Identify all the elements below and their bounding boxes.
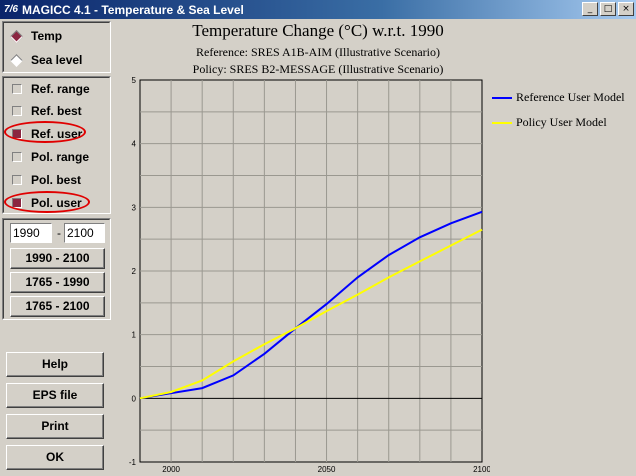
view-mode-group: Temp Sea level (2, 21, 111, 73)
checkbox-icon (12, 152, 22, 162)
y-tick-label: 1 (132, 331, 137, 340)
radio-sea-level-label: Sea level (31, 53, 83, 67)
radio-selected-icon (10, 29, 23, 43)
checkbox-icon (12, 175, 22, 185)
toggle-ref-range-label: Ref. range (31, 82, 90, 96)
toggle-ref-best-label: Ref. best (31, 104, 82, 118)
y-tick-label: 3 (132, 203, 137, 212)
chart-title: Temperature Change (°C) w.r.t. 1990 (192, 21, 444, 40)
toggle-ref-user[interactable]: Ref. user (12, 127, 82, 141)
checkbox-icon (12, 84, 22, 94)
radio-temp-label: Temp (31, 29, 63, 43)
toggle-ref-user-label: Ref. user (31, 127, 83, 141)
legend-reference: Reference User Model (492, 90, 625, 105)
y-tick-label: -1 (129, 458, 137, 467)
toggle-pol-user[interactable]: Pol. user (12, 196, 82, 210)
chart-subtitle-reference: Reference: SRES A1B-AIM (Illustrative Sc… (196, 45, 440, 59)
radio-unselected-icon (10, 53, 23, 67)
close-button[interactable]: × (618, 2, 634, 16)
temperature-chart: -1 0 1 2 3 4 5 2000 2050 2100 (129, 76, 490, 474)
reference-user-model-line (139, 210, 483, 400)
y-tick-label: 4 (132, 140, 137, 149)
ok-button[interactable]: OK (6, 445, 104, 470)
range-1765-2100-button[interactable]: 1765 - 2100 (10, 296, 105, 317)
checkbox-icon (12, 106, 22, 116)
end-year-input[interactable] (64, 223, 105, 243)
legend-reference-swatch (492, 96, 512, 99)
year-range-group: - 1990 - 2100 1765 - 1990 1765 - 2100 (2, 218, 111, 320)
legend-reference-label: Reference User Model (516, 90, 625, 104)
checkbox-checked-icon (12, 198, 22, 208)
app-icon: 7/6 (4, 4, 18, 15)
series-toggle-group: Ref. range Ref. best Ref. user Pol. rang… (2, 76, 111, 214)
legend-policy: Policy User Model (492, 115, 607, 130)
toggle-pol-user-label: Pol. user (31, 196, 82, 210)
toggle-pol-range[interactable]: Pol. range (12, 150, 89, 164)
chart-subtitle-policy: Policy: SRES B2-MESSAGE (Illustrative Sc… (192, 62, 444, 76)
toggle-pol-range-label: Pol. range (31, 150, 90, 164)
x-tick-label: 2050 (318, 465, 336, 474)
year-range-separator: - (57, 226, 61, 240)
legend-policy-label: Policy User Model (516, 115, 607, 129)
start-year-input[interactable] (10, 223, 52, 243)
maximize-button[interactable]: □ (600, 2, 616, 16)
radio-temp[interactable]: Temp (10, 29, 63, 43)
toggle-pol-best-label: Pol. best (31, 173, 82, 187)
title-bar: 7/6 MAGICC 4.1 - Temperature & Sea Level… (0, 0, 636, 19)
y-tick-label: 2 (132, 267, 137, 276)
range-1990-2100-button[interactable]: 1990 - 2100 (10, 248, 105, 269)
policy-user-model-line (139, 228, 483, 400)
toggle-ref-best[interactable]: Ref. best (12, 104, 82, 118)
y-tick-label: 5 (132, 76, 137, 85)
x-tick-label: 2000 (162, 465, 180, 474)
window-title: MAGICC 4.1 - Temperature & Sea Level (22, 2, 244, 17)
toggle-pol-best[interactable]: Pol. best (12, 173, 81, 187)
eps-file-button[interactable]: EPS file (6, 383, 104, 408)
help-button[interactable]: Help (6, 352, 104, 377)
x-tick-label: 2100 (473, 465, 490, 474)
legend-policy-swatch (492, 121, 512, 124)
range-1765-1990-button[interactable]: 1765 - 1990 (10, 272, 105, 293)
minimize-button[interactable]: _ (582, 2, 598, 16)
checkbox-checked-icon (12, 129, 22, 139)
toggle-ref-range[interactable]: Ref. range (12, 82, 90, 96)
radio-sea-level[interactable]: Sea level (10, 53, 83, 67)
print-button[interactable]: Print (6, 414, 104, 439)
y-tick-label: 0 (132, 394, 137, 403)
